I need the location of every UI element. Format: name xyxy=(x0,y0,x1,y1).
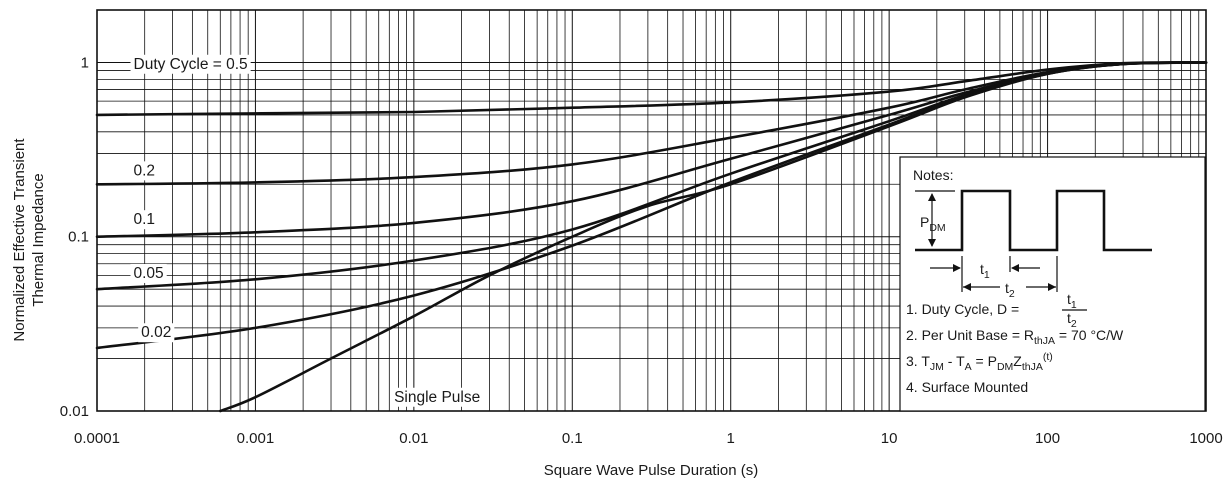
t1-arrow-left-head xyxy=(953,264,961,272)
curve-label-bg xyxy=(130,54,251,74)
x-tick-label: 0.001 xyxy=(237,430,275,447)
curve-label-0-02: 0.02 xyxy=(138,323,175,343)
y-tick-label: 0.1 xyxy=(68,229,89,246)
curves xyxy=(95,61,1208,413)
t1-arrow-right-head xyxy=(1011,264,1019,272)
curve-label-bg xyxy=(130,210,159,230)
note-4: 4. Surface Mounted xyxy=(906,379,1028,395)
curve-label-0-2: 0.2 xyxy=(130,161,159,181)
curve-label-text: 0.05 xyxy=(134,265,164,282)
curve-label-bg xyxy=(391,387,484,407)
plot-frame xyxy=(96,9,1207,412)
curve-label-text: Single Pulse xyxy=(394,389,480,406)
y-axis-title-line-1: Normalized Effective Transient xyxy=(11,138,28,342)
curve-label-bg xyxy=(138,323,175,343)
notes-box: Notes: PDM t1 t2 1. Duty Cycle, D = t xyxy=(899,156,1206,412)
curve-label-text: 0.02 xyxy=(141,324,171,341)
x-tick-label: 0.0001 xyxy=(74,430,120,447)
pdm-label: PDM xyxy=(920,214,946,234)
pulse-waveform xyxy=(915,189,1152,252)
y-tick-label: 1 xyxy=(81,54,89,71)
curve-label-duty-cycle-0-5: Duty Cycle = 0.5 xyxy=(130,54,251,74)
t2-label-bg xyxy=(1000,278,1026,298)
note-2: 2. Per Unit Base = RthJA = 70 °C/W xyxy=(906,327,1124,347)
y-tick-labels: 0.01 0.1 1 xyxy=(60,54,89,420)
notes-title: Notes: xyxy=(913,167,953,183)
t2-arrow-right-head xyxy=(1048,283,1056,291)
x-tick-label: 1000 xyxy=(1189,430,1222,447)
y-axis-title-line-2: Thermal Impedance xyxy=(30,173,47,306)
note-1-fraction-numerator: t1 xyxy=(1067,291,1077,311)
curve-label-bg xyxy=(130,263,167,283)
notes-panel xyxy=(899,156,1206,412)
pdm-arrow-down xyxy=(928,239,936,247)
x-tick-label: 100 xyxy=(1035,430,1060,447)
note-1: 1. Duty Cycle, D = t1 t2 xyxy=(906,291,1087,330)
t1-label: t1 xyxy=(980,261,990,281)
curve-duty-cycle-0-5 xyxy=(95,61,1208,117)
curve-label-0-1: 0.1 xyxy=(130,210,159,230)
pdm-arrow-up xyxy=(928,193,936,201)
x-tick-label: 10 xyxy=(881,430,898,447)
curve-label-text: Duty Cycle = 0.5 xyxy=(134,56,248,73)
curve-label-0-05: 0.05 xyxy=(130,263,167,283)
y-axis-title: Normalized Effective Transient Thermal I… xyxy=(11,138,47,342)
x-tick-label: 0.1 xyxy=(562,430,583,447)
pulse-diagram: PDM t1 t2 xyxy=(915,189,1152,300)
curve-label-single-pulse: Single Pulse xyxy=(391,387,484,407)
grid xyxy=(97,10,1206,411)
note-3: 3. TJM - TA = PDMZthJA(t) xyxy=(906,351,1053,373)
x-tick-label: 0.01 xyxy=(399,430,428,447)
x-tick-label: 1 xyxy=(727,430,735,447)
curve-label-bg xyxy=(130,161,159,181)
note-1-fraction-denominator: t2 xyxy=(1067,310,1077,330)
note-1-text: 1. Duty Cycle, D = xyxy=(906,301,1019,317)
curve-single-pulse xyxy=(219,61,1208,413)
t2-arrow-left-head xyxy=(963,283,971,291)
curve-label-text: 0.2 xyxy=(134,162,156,179)
x-axis-title: Square Wave Pulse Duration (s) xyxy=(544,462,759,479)
x-tick-labels: 0.0001 0.001 0.01 0.1 1 10 100 1000 xyxy=(74,430,1223,447)
curve-label-text: 0.1 xyxy=(134,211,156,228)
y-tick-label: 0.01 xyxy=(60,403,89,420)
curve-labels: Duty Cycle = 0.5 0.2 0.1 0.05 0.02 Single Pul… xyxy=(130,54,484,407)
t2-label: t2 xyxy=(1005,280,1015,300)
